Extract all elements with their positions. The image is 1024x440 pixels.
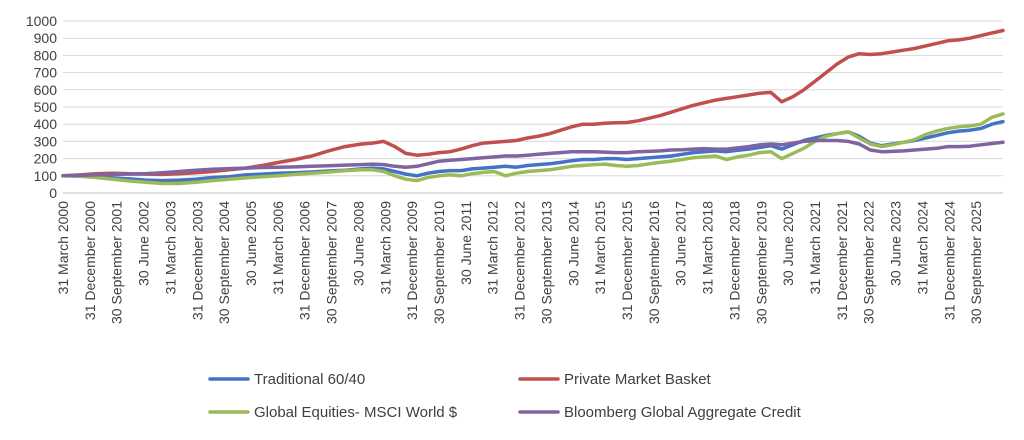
x-tick-label: 31 March 2024 — [914, 201, 930, 295]
x-tick-label: 30 June 2011 — [458, 201, 474, 285]
x-tick-label: 30 September 2001 — [109, 201, 125, 324]
x-tick-label: 31 December 2015 — [619, 201, 635, 320]
x-tick-label: 31 March 2018 — [700, 201, 716, 295]
x-tick-label: 30 June 2023 — [888, 201, 904, 286]
y-tick-label: 800 — [34, 47, 58, 63]
x-tick-label: 31 March 2009 — [377, 201, 393, 295]
y-tick-label: 100 — [34, 168, 58, 184]
x-tick-label: 31 March 2000 — [55, 201, 71, 295]
x-tick-label: 31 December 2012 — [512, 201, 528, 320]
gridlines — [63, 20, 1003, 194]
y-tick-label: 600 — [34, 82, 58, 98]
x-tick-label: 30 June 2020 — [780, 201, 796, 286]
legend-label-1: Traditional 60/40 — [254, 371, 365, 388]
legend-label-4: Bloomberg Global Aggregate Credit — [564, 404, 802, 421]
y-tick-label: 200 — [34, 151, 58, 167]
x-tick-label: 31 March 2006 — [270, 201, 286, 295]
x-tick-label: 30 June 2014 — [565, 201, 581, 286]
x-tick-label: 30 September 2019 — [753, 201, 769, 324]
x-tick-label: 31 December 2018 — [726, 201, 742, 320]
legend-label-3: Global Equities- MSCI World $ — [254, 404, 458, 421]
x-tick-label: 30 September 2025 — [968, 201, 984, 324]
x-tick-label: 31 December 2024 — [941, 201, 957, 320]
x-tick-label: 30 September 2007 — [324, 201, 340, 324]
x-tick-label: 30 June 2005 — [243, 201, 259, 286]
y-tick-label: 400 — [34, 116, 58, 132]
y-tick-label: 300 — [34, 133, 58, 149]
x-tick-label: 31 March 2003 — [162, 201, 178, 295]
x-tick-label: 30 June 2017 — [673, 201, 689, 286]
x-tick-label: 31 December 2006 — [297, 201, 313, 320]
x-tick-label: 30 September 2022 — [861, 201, 877, 324]
x-tick-label: 31 December 2000 — [82, 201, 98, 320]
series-line-2 — [61, 28, 1005, 178]
y-tick-label: 700 — [34, 65, 58, 81]
x-tick-label: 31 March 2012 — [485, 201, 501, 295]
x-tick-label: 30 September 2013 — [538, 201, 554, 324]
y-tick-label: 0 — [49, 185, 57, 201]
series-line-3 — [61, 112, 1005, 186]
x-tick-label: 30 June 2002 — [136, 201, 152, 286]
series-line-4 — [61, 138, 1005, 178]
x-tick-label: 30 June 2008 — [350, 201, 366, 286]
x-tick-label: 30 September 2010 — [431, 201, 447, 324]
y-tick-label: 1000 — [26, 13, 57, 29]
y-tick-label: 500 — [34, 99, 58, 115]
x-tick-label: 31 March 2015 — [592, 201, 608, 295]
y-tick-label: 900 — [34, 30, 58, 46]
x-tick-label: 31 March 2021 — [807, 201, 823, 295]
x-tick-label: 31 December 2003 — [189, 201, 205, 320]
legend-label-2: Private Market Basket — [564, 371, 712, 388]
x-tick-label: 30 September 2004 — [216, 201, 232, 324]
x-tick-label: 30 September 2016 — [646, 201, 662, 324]
x-tick-label: 31 December 2021 — [834, 201, 850, 320]
x-tick-label: 31 December 2009 — [404, 201, 420, 320]
